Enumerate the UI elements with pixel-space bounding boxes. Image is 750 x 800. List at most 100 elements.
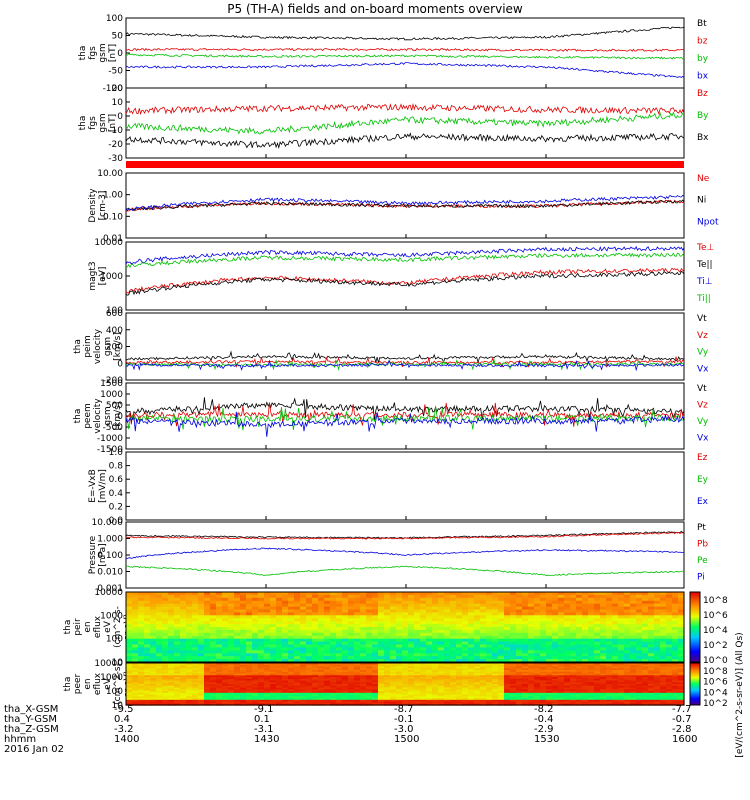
spec-cell xyxy=(420,624,427,628)
spec-cell xyxy=(222,671,229,675)
spec-cell xyxy=(162,606,169,611)
spec-cell xyxy=(186,694,193,697)
spec-cell xyxy=(372,603,379,608)
spec-cell xyxy=(390,701,397,704)
spec-cell xyxy=(522,701,529,704)
spec-cell xyxy=(252,691,259,694)
spec-cell xyxy=(216,612,223,616)
spec-cell xyxy=(522,600,529,605)
spec-cell xyxy=(324,696,331,699)
spec-cell xyxy=(378,656,385,660)
spec-cell xyxy=(432,627,439,631)
spec-cell xyxy=(366,629,373,634)
spec-cell xyxy=(264,664,271,668)
y-axis-label: thapeemvelocitygsm[km/s] xyxy=(73,398,123,434)
spec-cell xyxy=(594,675,601,678)
spec-cell xyxy=(522,597,529,602)
spec-cell xyxy=(312,685,319,689)
spec-cell xyxy=(432,673,439,676)
spec-cell xyxy=(582,694,589,697)
spec-cell xyxy=(438,641,445,646)
spec-cell xyxy=(342,680,349,683)
spec-cell xyxy=(234,603,241,608)
spec-cell xyxy=(600,666,607,669)
spec-cell xyxy=(354,594,361,599)
spec-cell xyxy=(228,692,235,696)
spec-cell xyxy=(300,699,307,703)
spec-cell xyxy=(546,597,553,602)
spec-cell xyxy=(468,629,475,634)
spec-cell xyxy=(384,666,391,669)
spec-cell xyxy=(414,644,421,648)
spec-cell xyxy=(150,603,157,608)
spec-cell xyxy=(336,627,343,631)
spec-cell xyxy=(204,621,211,625)
spec-cell xyxy=(174,678,181,682)
spec-cell xyxy=(606,668,613,671)
spec-cell xyxy=(348,615,355,619)
spec-cell xyxy=(408,692,415,696)
spec-cell xyxy=(240,624,247,628)
spec-cell xyxy=(186,612,193,616)
spec-cell xyxy=(474,701,481,704)
spec-cell xyxy=(468,664,475,668)
spec-cell xyxy=(462,606,469,611)
spec-cell xyxy=(540,682,547,685)
spec-cell xyxy=(450,680,457,683)
y-tick-label: 10 xyxy=(112,98,124,108)
y-tick-label: -100 xyxy=(103,84,124,94)
spec-cell xyxy=(216,632,223,637)
spec-cell xyxy=(522,615,529,619)
spec-cell xyxy=(306,621,313,625)
spec-cell xyxy=(426,698,433,701)
spec-cell xyxy=(366,618,373,622)
spec-cell xyxy=(318,701,325,704)
spec-cell xyxy=(360,696,367,699)
spec-cell xyxy=(540,647,547,651)
spec-cell xyxy=(576,650,583,654)
spec-cell xyxy=(336,650,343,654)
spec-cell xyxy=(522,663,529,666)
spec-cell xyxy=(450,675,457,678)
y-tick-label: 1000 xyxy=(100,673,123,683)
spec-cell xyxy=(468,666,475,669)
spec-cell xyxy=(510,644,517,648)
spec-cell xyxy=(534,687,541,690)
x-axis-value: -2.9 xyxy=(534,724,554,735)
spec-cell xyxy=(672,684,679,687)
spec-cell xyxy=(156,691,163,694)
spec-cell xyxy=(522,635,529,640)
spec-cell xyxy=(246,689,253,692)
spec-cell xyxy=(528,644,535,648)
spec-cell xyxy=(288,621,295,625)
spec-cell xyxy=(294,621,301,625)
spec-cell xyxy=(390,663,397,666)
spec-cell xyxy=(234,653,241,657)
y-tick-label: 10 xyxy=(112,701,124,711)
spec-cell xyxy=(630,597,637,602)
spec-cell xyxy=(468,687,475,690)
spec-cell xyxy=(624,670,631,673)
spec-cell xyxy=(306,592,313,596)
spec-cell xyxy=(582,618,589,622)
spec-cell xyxy=(366,644,373,648)
spec-cell xyxy=(414,687,421,690)
spec-cell xyxy=(294,656,301,660)
spec-cell xyxy=(636,650,643,654)
spec-cell xyxy=(654,671,661,675)
spec-cell xyxy=(618,687,625,690)
spec-cell xyxy=(492,627,499,631)
spec-cell xyxy=(528,666,535,669)
spec-cell xyxy=(480,627,487,631)
spec-cell xyxy=(126,606,133,611)
spec-cell xyxy=(156,696,163,699)
spec-cell xyxy=(414,600,421,605)
spec-cell xyxy=(414,618,421,622)
spec-cell xyxy=(372,600,379,605)
spec-cell xyxy=(270,673,277,676)
spec-cell xyxy=(552,696,559,699)
spec-cell xyxy=(204,670,211,673)
spec-cell xyxy=(384,615,391,619)
spec-cell xyxy=(636,701,643,704)
